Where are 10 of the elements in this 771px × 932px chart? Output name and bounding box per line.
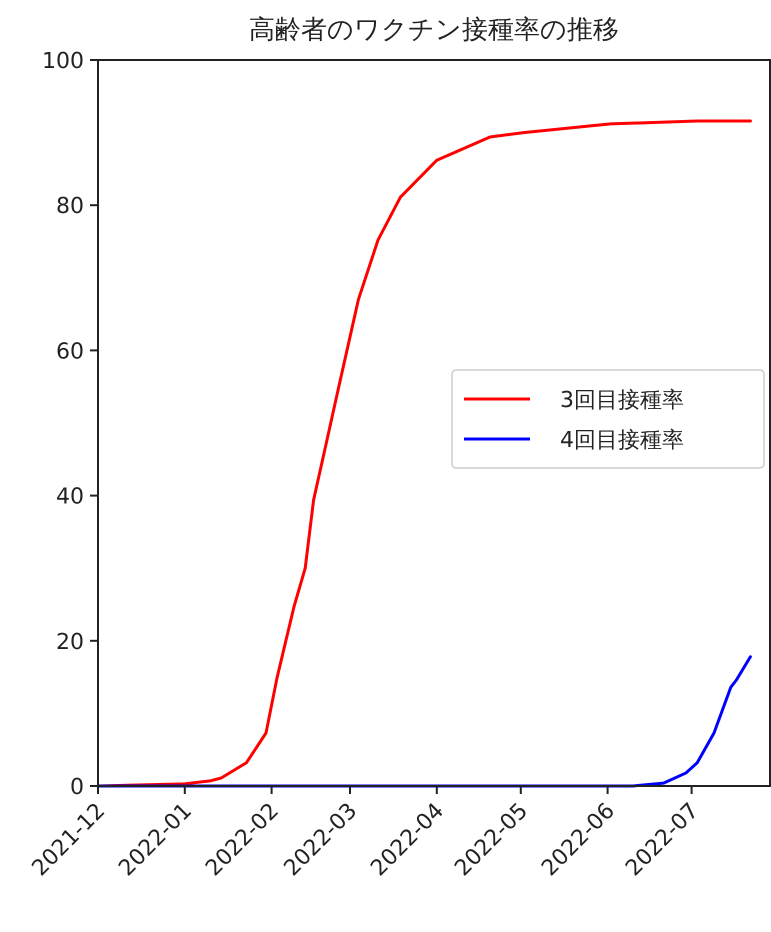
chart-title: 高齢者のワクチン接種率の推移 xyxy=(249,15,619,45)
y-tick-label: 0 xyxy=(70,775,84,800)
line-series xyxy=(96,655,752,788)
y-tick-label: 80 xyxy=(56,194,84,220)
y-tick-label: 100 xyxy=(42,49,84,74)
legend-label: 3回目接種率 xyxy=(560,388,684,413)
y-tick-label: 20 xyxy=(56,630,84,655)
y-tick-label: 40 xyxy=(56,484,84,510)
y-tick-label: 60 xyxy=(56,339,84,364)
legend-label: 4回目接種率 xyxy=(560,428,684,453)
